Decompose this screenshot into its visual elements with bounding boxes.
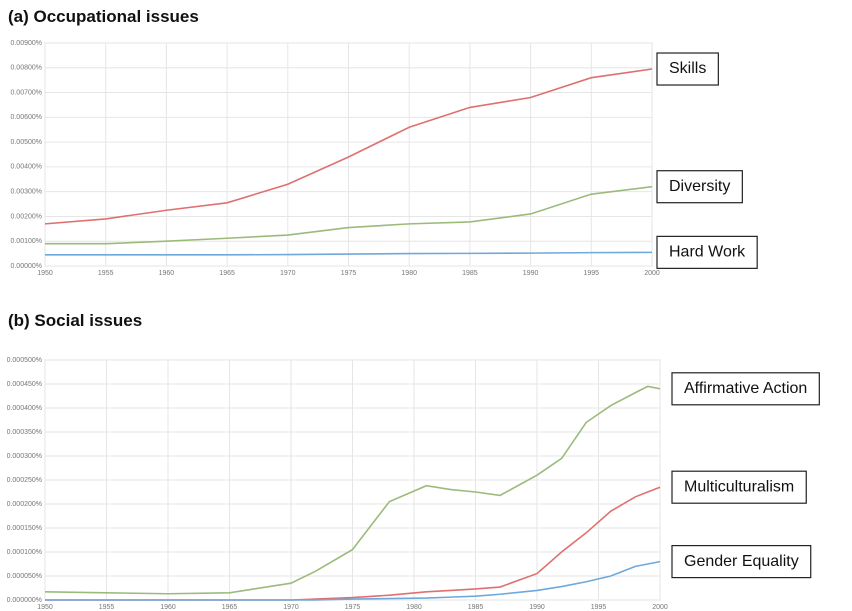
series-line bbox=[45, 560, 661, 601]
x-tick-label: 1990 bbox=[523, 270, 539, 277]
x-tick-label: 1985 bbox=[462, 270, 478, 277]
x-tick-label: 2000 bbox=[652, 604, 668, 611]
x-tick-label: 1960 bbox=[159, 270, 175, 277]
x-tick-label: 2000 bbox=[644, 270, 660, 277]
y-tick-label: 0.00800% bbox=[10, 65, 42, 72]
x-tick-label: 1965 bbox=[219, 270, 235, 277]
y-tick-label: 0.00300% bbox=[10, 189, 42, 196]
series-line bbox=[44, 385, 661, 595]
y-tick-label: 0.00400% bbox=[10, 164, 42, 171]
x-tick-label: 1955 bbox=[99, 604, 115, 611]
x-tick-label: 1985 bbox=[468, 604, 484, 611]
label-box bbox=[671, 470, 807, 504]
label-box bbox=[656, 52, 719, 86]
series-line bbox=[44, 68, 653, 225]
series-line bbox=[45, 185, 653, 245]
series-label: Affirmative Action bbox=[684, 380, 807, 397]
y-tick-label: 0.000050% bbox=[7, 573, 42, 580]
x-tick-label: 1990 bbox=[529, 604, 545, 611]
x-tick-label: 1975 bbox=[345, 604, 361, 611]
label-box bbox=[671, 372, 820, 406]
x-tick-label: 1950 bbox=[37, 270, 53, 277]
x-tick-label: 1995 bbox=[591, 604, 607, 611]
x-tick-label: 1970 bbox=[280, 270, 296, 277]
y-tick-label: 0.000100% bbox=[7, 549, 42, 556]
label-box bbox=[656, 235, 758, 269]
y-tick-label: 0.000350% bbox=[7, 429, 42, 436]
series-label: Diversity bbox=[669, 178, 730, 195]
y-tick-label: 0.000250% bbox=[7, 477, 42, 484]
y-tick-label: 0.000450% bbox=[7, 381, 42, 388]
series-line bbox=[45, 251, 653, 256]
y-tick-label: 0.000150% bbox=[7, 525, 42, 532]
chart-title: (a) Occupational issues bbox=[8, 7, 199, 26]
x-tick-label: 1955 bbox=[98, 270, 114, 277]
x-tick-label: 1960 bbox=[160, 604, 176, 611]
y-tick-label: 0.00700% bbox=[10, 89, 42, 96]
x-tick-label: 1965 bbox=[222, 604, 238, 611]
y-tick-label: 0.00900% bbox=[10, 40, 42, 47]
x-tick-label: 1975 bbox=[341, 270, 357, 277]
x-tick-label: 1970 bbox=[283, 604, 299, 611]
x-tick-label: 1980 bbox=[406, 604, 422, 611]
y-tick-label: 0.000200% bbox=[7, 501, 42, 508]
y-tick-label: 0.000000% bbox=[7, 597, 42, 604]
series-label: Skills bbox=[669, 60, 706, 77]
x-tick-label: 1950 bbox=[37, 604, 53, 611]
series-label: Hard Work bbox=[669, 244, 746, 261]
y-tick-label: 0.000400% bbox=[7, 405, 42, 412]
chart-title: (b) Social issues bbox=[8, 311, 142, 330]
series-label: Gender Equality bbox=[684, 553, 799, 570]
y-tick-label: 0.00600% bbox=[10, 114, 42, 121]
y-tick-label: 0.00100% bbox=[10, 238, 42, 245]
x-tick-label: 1980 bbox=[401, 270, 417, 277]
y-tick-label: 0.00500% bbox=[10, 139, 42, 146]
x-tick-label: 1995 bbox=[584, 270, 600, 277]
series-label: Multiculturalism bbox=[684, 478, 794, 495]
y-tick-label: 0.00200% bbox=[10, 213, 42, 220]
y-tick-label: 0.00000% bbox=[10, 263, 42, 270]
y-tick-label: 0.000300% bbox=[7, 453, 42, 460]
label-box bbox=[671, 544, 812, 579]
label-box bbox=[656, 170, 743, 204]
y-tick-label: 0.000500% bbox=[7, 357, 42, 364]
